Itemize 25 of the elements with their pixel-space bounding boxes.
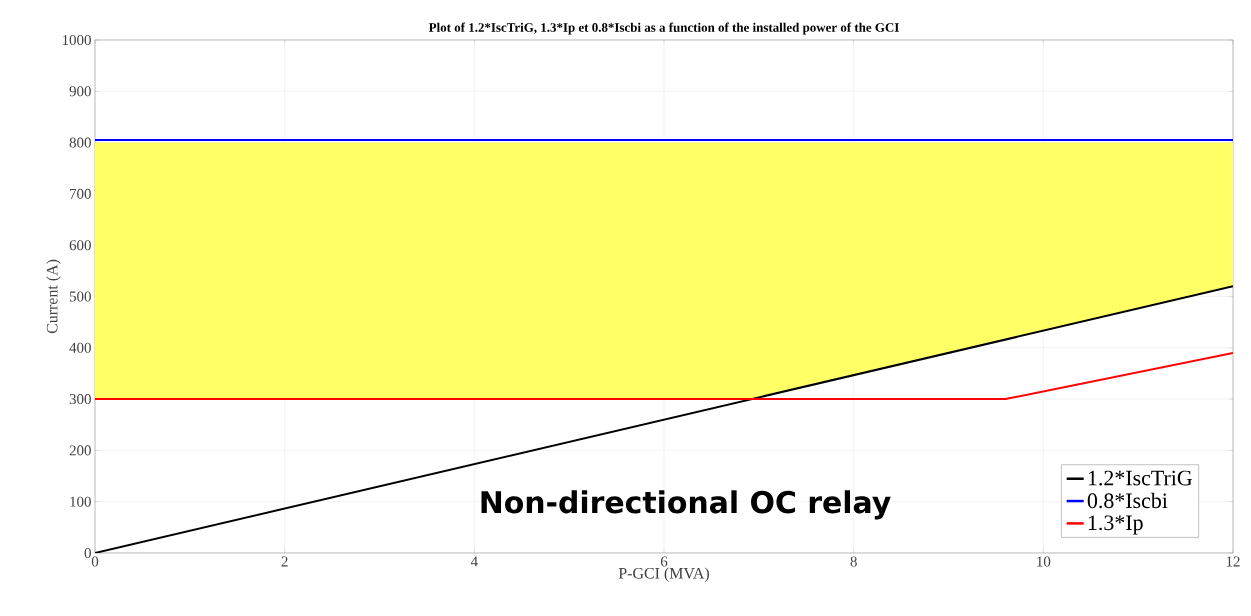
x-tick-label: 2 xyxy=(281,556,288,567)
x-tick-label: 6 xyxy=(660,556,668,567)
legend-label: 0.8*Iscbi xyxy=(1087,492,1168,509)
x-tick-label: 12 xyxy=(1226,556,1240,567)
legend-label: 1.2*IscTriG xyxy=(1088,470,1192,486)
y-tick-label: 100 xyxy=(70,496,91,507)
x-tick-label: 0 xyxy=(91,556,99,567)
y-tick-label: 800 xyxy=(69,137,91,148)
legend-label: 1.3*Ip xyxy=(1088,515,1143,535)
x-axis-title: P-GCI (MVA) xyxy=(618,567,709,582)
x-tick-label: 8 xyxy=(850,556,857,567)
y-axis-title: Current (A) xyxy=(46,259,61,334)
y-tick-label: 0 xyxy=(84,547,91,559)
x-tick-label: 4 xyxy=(470,556,478,567)
y-tick-label: 900 xyxy=(69,86,91,97)
y-tick-label: 500 xyxy=(69,291,91,302)
y-tick-label: 400 xyxy=(69,342,91,353)
y-tick-label: 1000 xyxy=(62,34,91,46)
y-tick-label: 600 xyxy=(69,240,91,251)
y-tick-label: 200 xyxy=(69,445,91,456)
y-tick-label: 300 xyxy=(69,394,91,405)
y-tick-label: 700 xyxy=(70,188,91,199)
annotation: Non-directional OC relay xyxy=(481,490,891,520)
x-tick-label: 10 xyxy=(1037,556,1051,567)
chart-title: Plot of 1.2*IscTriG, 1.3*Ip et 0.8*Iscbi as a function of the installed power of the GCI xyxy=(428,22,899,35)
